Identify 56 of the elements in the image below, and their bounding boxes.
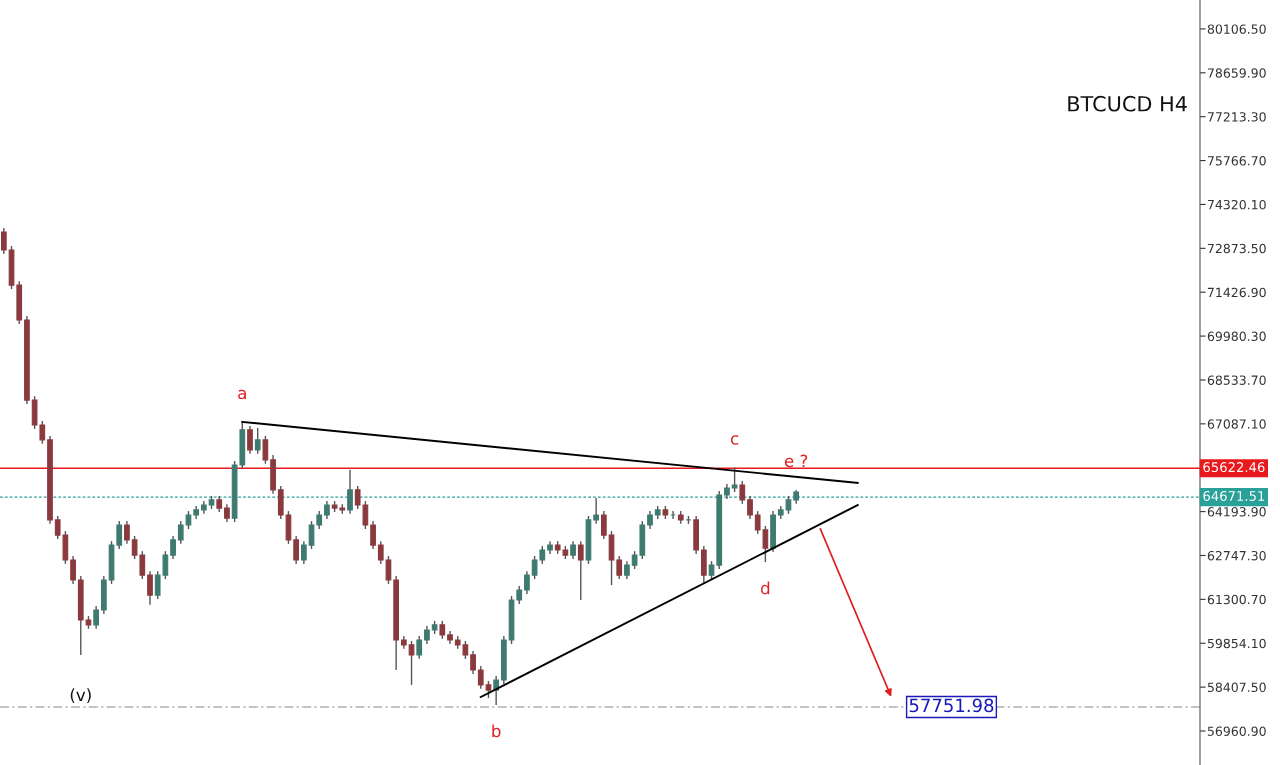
candlestick [93,605,100,630]
y-tick-label: 59854.10 [1207,638,1266,649]
candlestick [577,540,584,601]
ref-line-label: 64671.51 [1203,490,1265,501]
ref-line-label: 57751.98 [909,698,994,713]
candlestick [170,535,176,560]
candlestick [147,570,153,606]
candlestick [731,466,738,493]
candlestick [293,535,300,565]
candlestick [0,227,7,255]
candlestick [70,555,76,585]
text: BTCUCD H4 [1068,95,1187,112]
y-tick-label: 68533.70 [1207,375,1266,385]
candlestick [262,435,269,465]
candlestick [739,480,746,505]
y-tick-label: 78659.90 [1207,68,1266,78]
y-tick-label: 74320.10 [1207,199,1266,210]
candlestick [124,520,130,545]
candlestick [370,520,376,550]
y-tick-label: 62747.30 [1207,550,1266,561]
candlestick [116,520,123,550]
y-tick-label: 61300.70 [1207,594,1266,605]
candlestick [616,555,623,580]
candlestick [747,495,753,520]
annotation: e ? [784,454,808,468]
candlestick [600,510,607,540]
candlestick [247,425,253,455]
annotation: b [492,724,501,738]
candlestick [470,650,476,675]
annotation: c [730,435,739,445]
candlestick [347,469,353,515]
y-tick-label: 77213.30 [1207,112,1266,122]
candlestick [300,540,307,565]
y-tick-label: 58407.50 [1207,682,1266,693]
candlestick [416,635,423,660]
y-tick-label: 64193.90 [1207,507,1266,517]
y-tick-label: 71426.90 [1207,287,1266,298]
candlestick [177,520,184,545]
candlestick [377,540,384,565]
y-tick-label: 67087.10 [1207,419,1266,429]
ref-line-label: 65622.46 [1203,462,1265,473]
y-tick-label: 80106.50 [1207,24,1266,34]
candlestick [254,427,261,455]
annotation: (v) [70,688,91,704]
candlestick [385,555,392,585]
y-tick-label: 72873.50 [1207,243,1266,254]
y-tick-label: 69980.30 [1207,331,1266,342]
annotation: d [761,581,770,595]
y-tick-label: 75766.70 [1207,156,1266,166]
candlestick [593,497,600,525]
candlestick [408,640,415,686]
y-tick-label: 56960.90 [1207,726,1266,736]
candlestick [524,570,530,595]
candlestick [308,520,315,550]
candlestick [477,665,484,690]
annotation: a [238,389,246,400]
